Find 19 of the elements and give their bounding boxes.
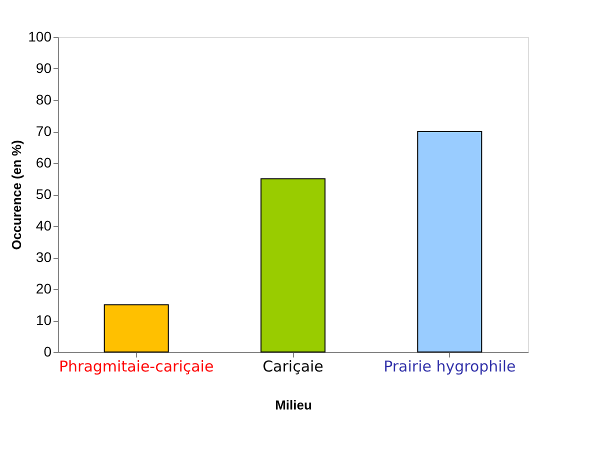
y-tick-label: 20 [36,280,52,296]
x-axis-title: Milieu [275,398,312,412]
y-tick-label: 0 [44,344,52,360]
y-tick-label: 40 [36,218,52,234]
y-tick-label: 80 [36,92,52,108]
y-tick-label: 60 [36,154,52,170]
bar [260,178,326,352]
x-tick-label: Cariçaie [262,358,324,376]
bar [104,304,169,352]
y-tick-label: 10 [36,312,52,328]
y-tick-label: 30 [36,249,52,265]
y-tick-label: 90 [36,60,52,76]
x-tick-label: Phragmitaie-cariçaie [58,358,214,376]
x-tick-label: Prairie hygrophile [384,358,516,376]
y-tick-label: 70 [36,123,52,139]
y-axis-title: Occurence (en %) [9,140,24,250]
y-tick-label: 100 [28,28,52,44]
y-tick-label: 50 [36,186,52,202]
bar [417,131,482,352]
